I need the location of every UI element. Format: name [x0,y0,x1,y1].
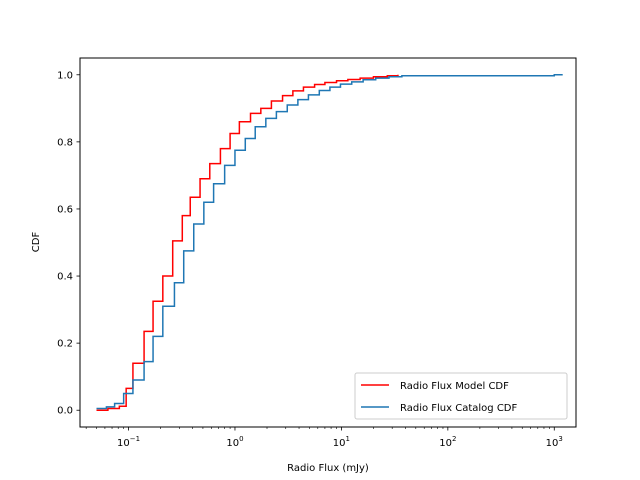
series-line-model [96,74,399,411]
plot-area [96,74,563,411]
x-tick-label: 101 [333,435,350,449]
legend-box [354,372,568,420]
y-tick-label: 0.0 [57,406,73,417]
y-tick-label: 0.4 [57,272,73,283]
x-axis-label: Radio Flux (mJy) [287,463,369,474]
y-axis-label: CDF [31,232,42,253]
series-line-catalog [96,74,563,410]
legend-label-catalog: Radio Flux Catalog CDF [400,403,518,414]
legend-label-model: Radio Flux Model CDF [400,381,509,392]
legend: Radio Flux Model CDF Radio Flux Catalog … [354,372,568,420]
y-tick-label: 1.0 [57,70,73,81]
y-tick-label: 0.2 [57,339,73,350]
x-tick-label: 100 [226,435,243,449]
axes-frame [79,57,577,428]
y-tick-label: 0.8 [57,137,73,148]
x-tick-label: 102 [439,435,456,449]
y-tick-label: 0.6 [57,204,73,215]
x-tick-label: 103 [546,435,563,449]
axis-ticks: 10−1 100 101 102 103 0.0 0.2 0.4 0.6 0.8 1.0 [57,70,563,449]
x-tick-label: 10−1 [117,435,140,449]
